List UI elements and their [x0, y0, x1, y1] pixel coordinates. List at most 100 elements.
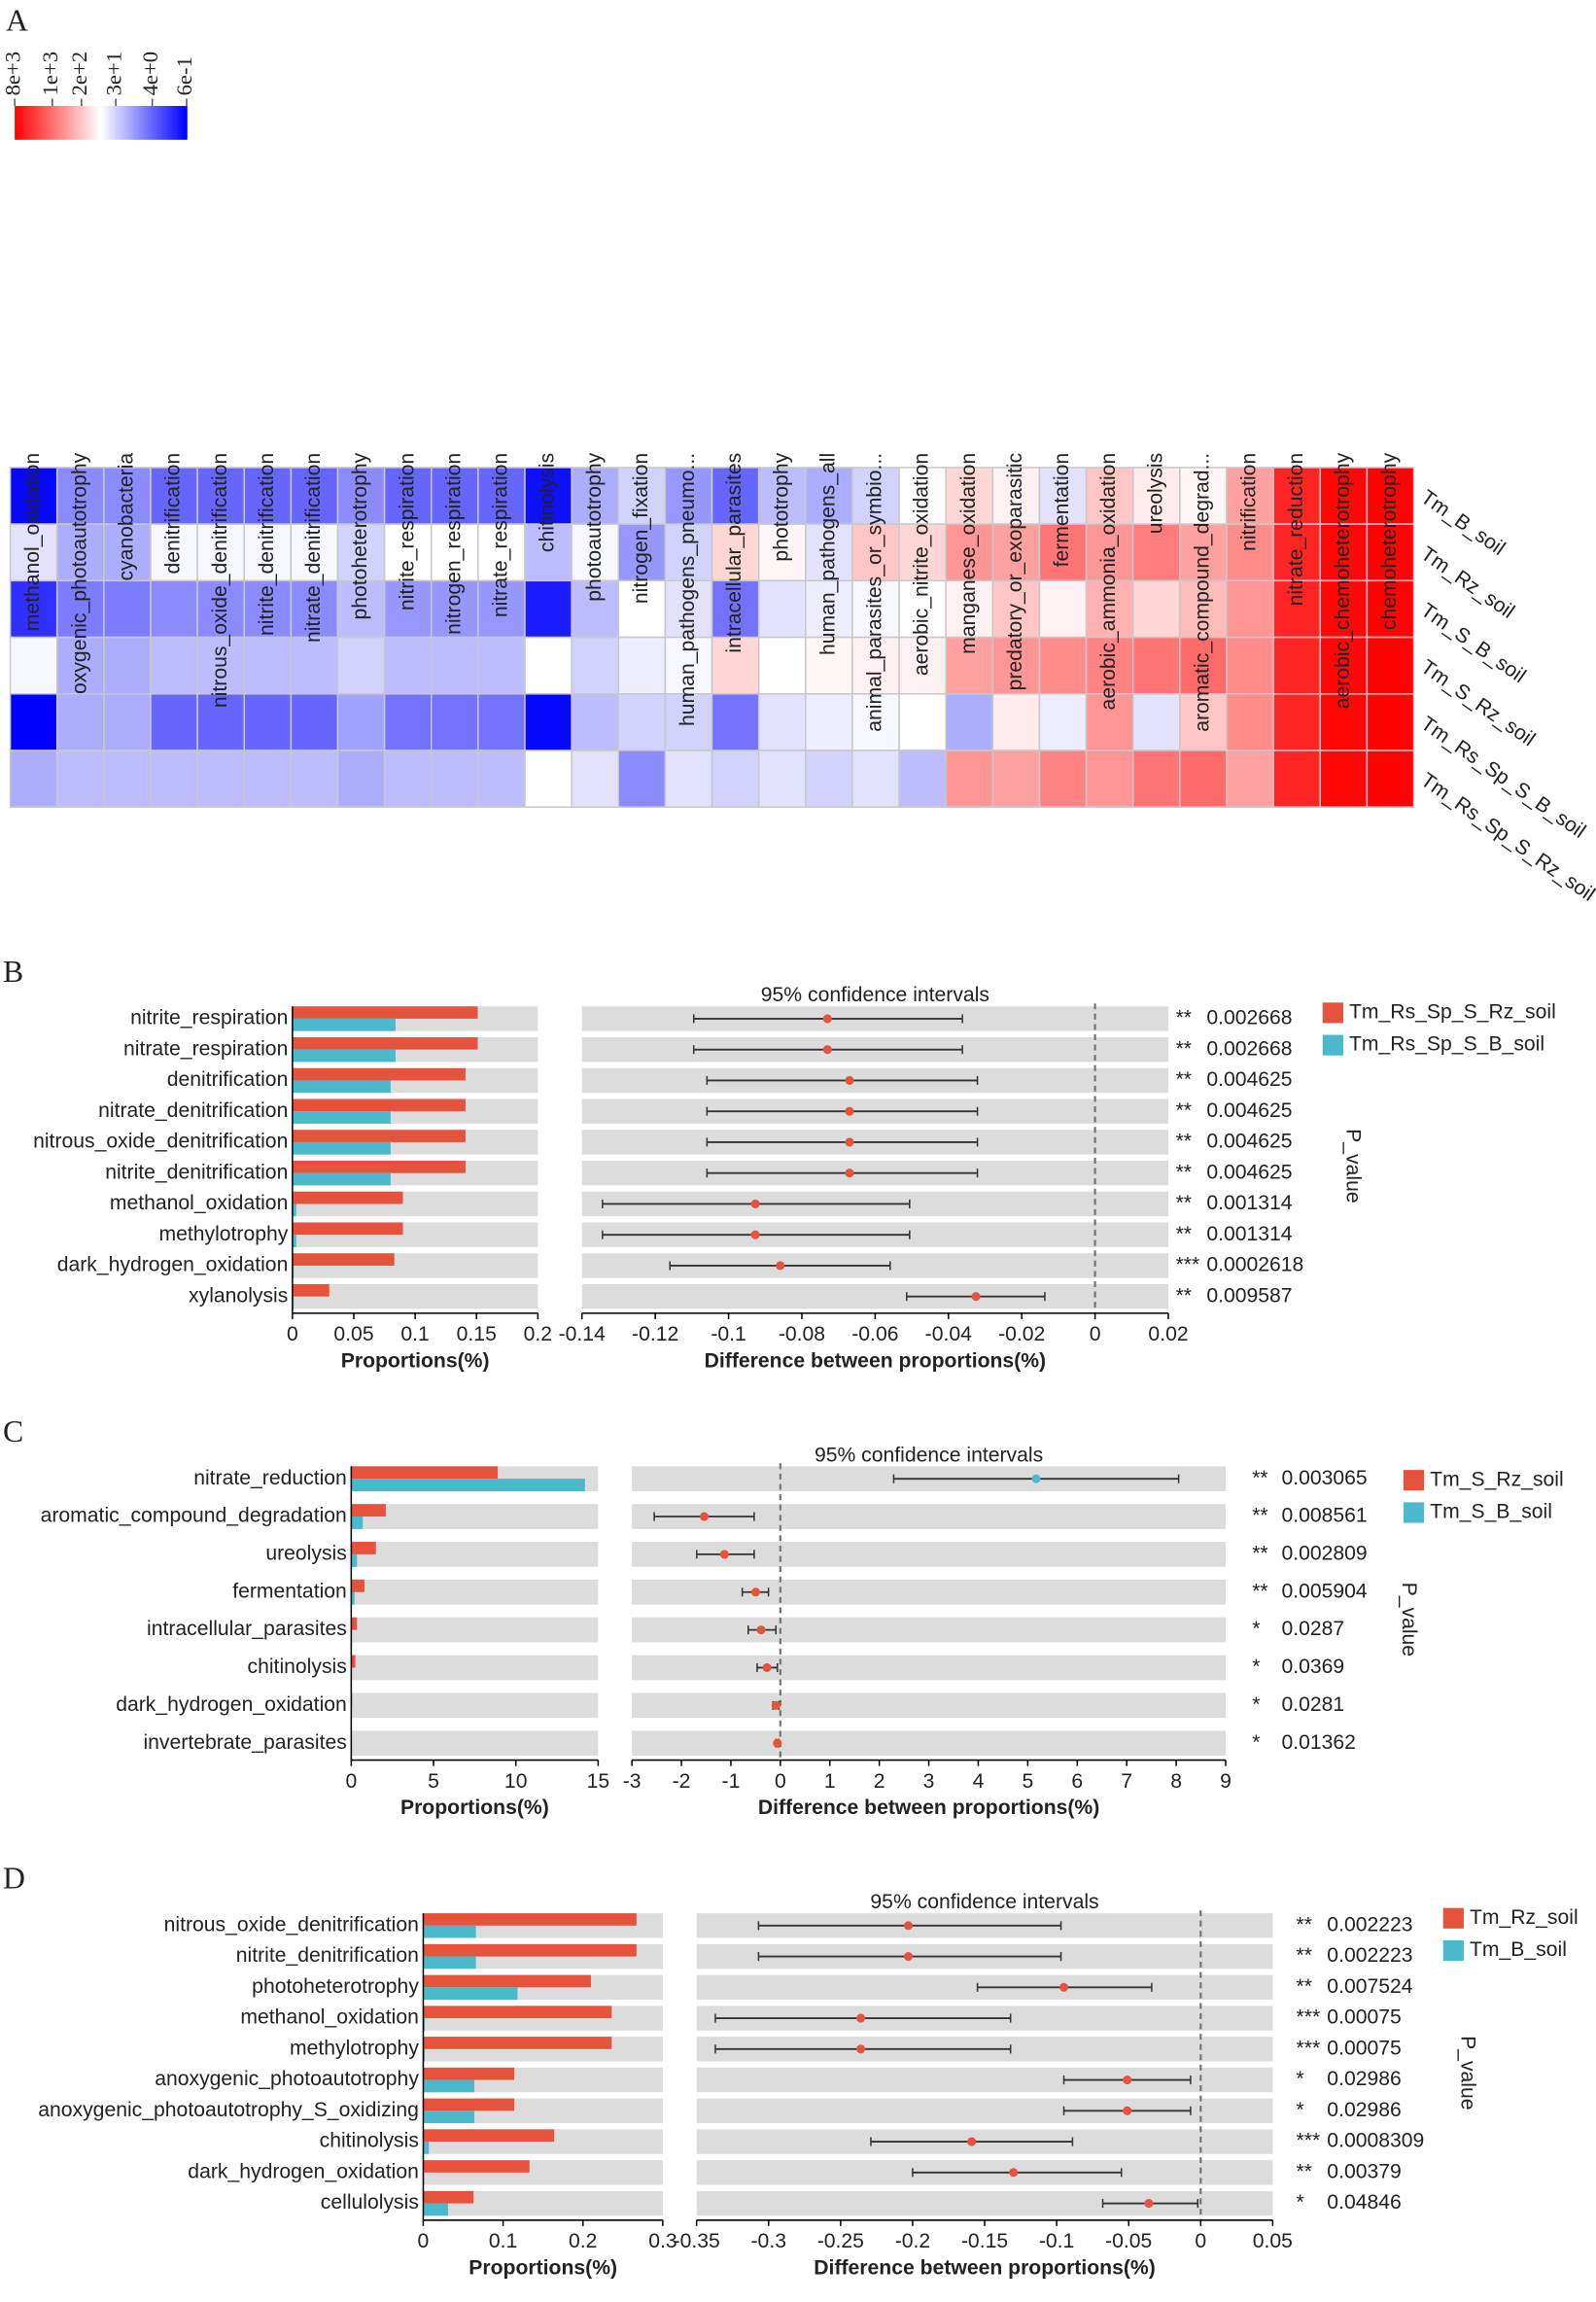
difference-point — [756, 1625, 766, 1635]
proportion-bar — [423, 2203, 448, 2216]
diff-tick-label: -0.2 — [895, 2230, 930, 2252]
colorbar-slice — [75, 105, 79, 140]
diff-tick-label: 0.05 — [1253, 2230, 1293, 2252]
heat-cell — [9, 579, 58, 639]
legend-label: Tm_Rs_Sp_S_B_soil — [1349, 1033, 1544, 1056]
heat-cell — [805, 693, 853, 751]
bar-background — [351, 1579, 599, 1605]
heat-cell — [805, 579, 853, 639]
diff-tick-label: -0.02 — [998, 1323, 1045, 1345]
column-label: nitrate_denitrification — [302, 453, 325, 643]
proportion-bar — [292, 1049, 396, 1063]
proportion-bar — [423, 2160, 530, 2173]
proportion-bar — [292, 1235, 296, 1247]
colorbar-slice — [146, 105, 149, 140]
heat-cell — [383, 636, 433, 695]
proportion-bar — [292, 1160, 466, 1173]
proportion-bar — [292, 1111, 391, 1124]
heat-cell — [431, 579, 479, 639]
difference-point — [719, 1550, 729, 1559]
proportion-bar — [351, 1542, 376, 1554]
p-value: 0.004625 — [1206, 1099, 1292, 1122]
heat-cell — [898, 523, 947, 582]
proportion-bar — [423, 2142, 430, 2154]
diff-tick-label: -0.25 — [817, 2230, 864, 2252]
heat-cell — [431, 750, 479, 808]
diff-tick-label: 9 — [1220, 1770, 1232, 1793]
category-label: anoxygenic_photoautotrophy_S_oxidizing — [38, 2099, 419, 2121]
significance: ** — [1176, 1068, 1192, 1091]
proportion-bar — [423, 2190, 474, 2204]
heat-cell — [1131, 693, 1181, 751]
category-label: nitrite_denitrification — [236, 1944, 419, 1967]
significance: ** — [1176, 1007, 1192, 1029]
diff-tick-label: 7 — [1121, 1770, 1132, 1793]
colorbar-slice — [113, 105, 117, 140]
colorbar-tick-label: 6e-1 — [172, 56, 196, 95]
heat-cell — [1319, 467, 1369, 525]
column-label: ureolysis — [1144, 453, 1166, 534]
colorbar-slice — [63, 105, 67, 140]
difference-point — [1031, 1474, 1041, 1483]
p-value: 0.004625 — [1206, 1131, 1292, 1153]
proportion-bar — [292, 1141, 391, 1155]
significance: *** — [1297, 2130, 1321, 2152]
diff-axis-title: Difference between proportions(%) — [705, 1349, 1046, 1372]
diff-tick-label: 5 — [1022, 1770, 1033, 1793]
colorbar-slice — [47, 105, 51, 140]
significance: ** — [1297, 2160, 1312, 2182]
heat-cell — [851, 579, 900, 639]
significance: ** — [1176, 1284, 1192, 1307]
colorbar-slice — [61, 105, 65, 140]
proportion-bar — [423, 2067, 515, 2080]
colorbar-slice — [91, 105, 95, 140]
colorbar-slice — [130, 105, 134, 140]
p-value: 0.001314 — [1206, 1223, 1292, 1245]
category-label: anoxygenic_photoautotrophy — [155, 2068, 419, 2090]
category-label: invertebrate_parasites — [143, 1731, 346, 1754]
heat-cell — [524, 579, 572, 639]
significance: *** — [1176, 1254, 1200, 1276]
colorbar-slice — [45, 105, 49, 140]
heat-cell — [1038, 636, 1088, 695]
diff-background — [632, 1730, 1226, 1757]
heat-cell — [617, 467, 667, 525]
heat-cell — [1272, 750, 1322, 808]
heat-cell — [851, 523, 900, 582]
heat-cell — [1226, 636, 1274, 695]
heat-cell — [1131, 523, 1181, 582]
colorbar-slice — [175, 105, 179, 140]
p-value: 0.02986 — [1327, 2068, 1401, 2090]
heat-cell — [711, 579, 760, 639]
column-label: human_pathogens_pneumo... — [677, 453, 699, 726]
category-label: chitinolysis — [248, 1656, 347, 1678]
colorbar-slice — [98, 105, 102, 140]
column-label: nitrate_reduction — [1285, 453, 1307, 607]
difference-point — [776, 1261, 785, 1271]
proportion-bar — [292, 1222, 403, 1236]
significance: ** — [1297, 1975, 1312, 1998]
colorbar-slice — [70, 105, 74, 140]
category-label: methylotrophy — [290, 2037, 419, 2059]
colorbar-slice — [89, 105, 93, 140]
x-axis-title: Proportions(%) — [341, 1349, 490, 1372]
heat-cell — [1319, 523, 1369, 582]
heat-cell — [1131, 636, 1181, 695]
heat-cell — [851, 636, 900, 695]
heat-cell — [1226, 467, 1274, 525]
colorbar-slice — [15, 105, 18, 140]
p-value: 0.01362 — [1281, 1731, 1355, 1754]
heat-cell — [103, 750, 152, 808]
legend-swatch — [1403, 1470, 1425, 1491]
heat-cell — [1038, 467, 1088, 525]
difference-point — [856, 2044, 866, 2054]
category-label: xylanolysis — [189, 1284, 288, 1307]
p-value: 0.00075 — [1327, 2037, 1401, 2059]
colorbar-slice — [137, 105, 141, 140]
ci-title: 95% confidence intervals — [870, 1891, 1098, 1913]
ci-title: 95% confidence intervals — [761, 984, 989, 1006]
heat-cell — [55, 467, 105, 525]
heat-cell — [1226, 579, 1274, 639]
heat-cell — [9, 636, 58, 695]
heat-cell — [805, 467, 853, 525]
